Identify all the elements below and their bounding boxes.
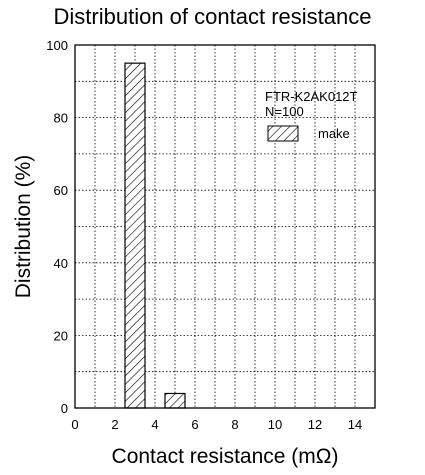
legend-swatch xyxy=(267,125,299,142)
legend-sample-count: N=100 xyxy=(265,104,304,119)
x-axis-label: Contact resistance (mΩ) xyxy=(112,445,339,468)
bar-0 xyxy=(124,62,146,409)
chart-title: Distribution of contact resistance xyxy=(53,4,372,29)
x-tick-label: 8 xyxy=(231,417,238,432)
legend-series-label: make xyxy=(318,126,350,141)
legend-model-label: FTR-K2AK012T xyxy=(265,89,358,104)
y-axis-label: Distribution (%) xyxy=(12,155,35,299)
plot-frame xyxy=(74,44,376,409)
x-tick-label: 2 xyxy=(111,417,118,432)
bars xyxy=(124,62,186,409)
y-tick-label: 60 xyxy=(54,183,68,198)
y-tick-label: 100 xyxy=(46,38,68,53)
x-tick-label: 0 xyxy=(71,417,78,432)
y-tick-label: 0 xyxy=(61,401,68,416)
x-tick-label: 12 xyxy=(308,417,322,432)
x-tick-label: 10 xyxy=(268,417,282,432)
y-tick-label: 80 xyxy=(54,111,68,126)
y-tick-label: 40 xyxy=(54,256,68,271)
x-tick-label: 14 xyxy=(348,417,362,432)
tick-labels: 0 2 4 6 8 10 12 14 0 20 40 60 80 100 xyxy=(46,38,362,432)
x-tick-label: 6 xyxy=(191,417,198,432)
x-tick-label: 4 xyxy=(151,417,158,432)
bar-1 xyxy=(164,392,186,409)
y-tick-label: 20 xyxy=(54,328,68,343)
